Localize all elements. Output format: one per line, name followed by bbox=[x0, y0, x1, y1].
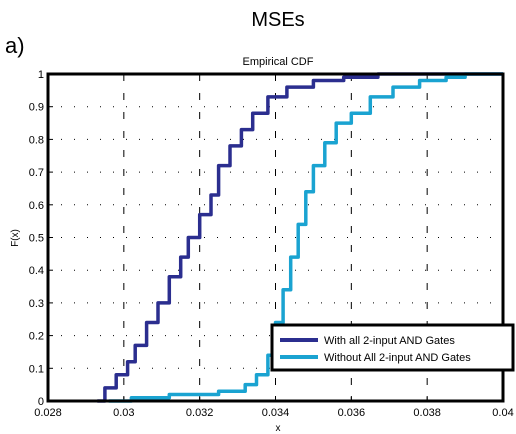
x-tick-label: 0.03 bbox=[113, 407, 134, 419]
y-tick-label: 0.3 bbox=[29, 298, 44, 310]
y-tick-label: 0 bbox=[38, 396, 44, 408]
x-tick-label: 0.038 bbox=[413, 407, 441, 419]
x-tick-label: 0.036 bbox=[338, 407, 366, 419]
series-line-with-and-gates bbox=[97, 72, 503, 403]
x-tick-label: 0.028 bbox=[34, 407, 62, 419]
ticks: 0.028 0.03 0.032 0.034 0.036 0.038 0.04 0 0.1 0.2… bbox=[29, 69, 514, 419]
y-axis-label: F(x) bbox=[10, 229, 21, 247]
chart-title: Empirical CDF bbox=[243, 56, 314, 68]
y-tick-label: 0.8 bbox=[29, 134, 44, 146]
series-layer bbox=[97, 72, 503, 403]
y-tick-label: 0.6 bbox=[29, 200, 44, 212]
panel-label: a) bbox=[5, 33, 25, 58]
y-tick-label: 0.7 bbox=[29, 167, 44, 179]
y-tick-label: 0.1 bbox=[29, 363, 44, 375]
series-line-without-and-gates bbox=[108, 72, 503, 403]
figure-heading: MSEs bbox=[251, 9, 304, 31]
x-tick-label: 0.032 bbox=[186, 407, 214, 419]
y-tick-label: 0.2 bbox=[29, 331, 44, 343]
y-tick-label: 1 bbox=[38, 69, 44, 81]
legend: With all 2-input AND Gates Without All 2… bbox=[270, 323, 515, 372]
x-axis-label: x bbox=[276, 423, 281, 434]
x-tick-label: 0.04 bbox=[492, 407, 513, 419]
y-tick-label: 0.4 bbox=[29, 265, 44, 277]
x-tick-label: 0.034 bbox=[262, 407, 290, 419]
legend-label-without-and-gates: Without All 2-input AND Gates bbox=[324, 352, 471, 364]
plot-frame bbox=[46, 72, 505, 403]
legend-box bbox=[270, 323, 515, 372]
y-tick-label: 0.9 bbox=[29, 102, 44, 114]
legend-label-with-and-gates: With all 2-input AND Gates bbox=[324, 335, 455, 347]
y-tick-label: 0.5 bbox=[29, 233, 44, 245]
